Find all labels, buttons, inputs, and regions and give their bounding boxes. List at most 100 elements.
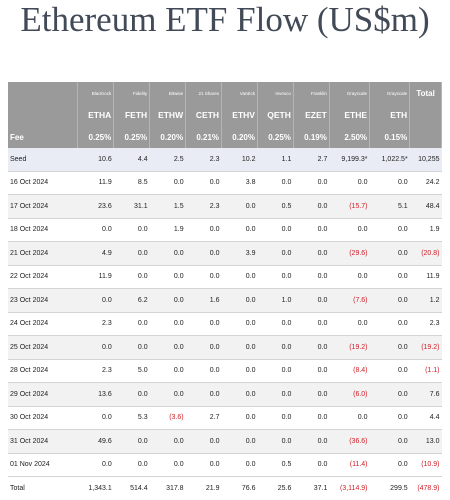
flow-cell: 0.0 — [293, 312, 329, 336]
ticker-symbol: ETH — [370, 104, 410, 126]
flow-cell: 0.0 — [293, 289, 329, 313]
issuer-name: 21 Shares — [186, 82, 222, 104]
flow-cell: 2.7 — [293, 148, 329, 171]
flow-cell: 1.6 — [186, 289, 222, 313]
flow-cell: 0.0 — [222, 195, 258, 219]
ticker-symbol: ETHA — [78, 104, 114, 126]
flow-cell: 10.6 — [78, 148, 114, 171]
fee-value: 0.21% — [186, 126, 222, 148]
row-total-cell: 24.2 — [410, 171, 442, 195]
flow-cell: (8.4) — [329, 359, 369, 383]
flow-cell: 0.0 — [257, 359, 293, 383]
flow-cell: 0.0 — [150, 359, 186, 383]
flow-cell: 0.0 — [150, 383, 186, 407]
row-total-cell: 11.9 — [410, 265, 442, 289]
flow-cell: 0.0 — [293, 265, 329, 289]
flow-cell: 4.9 — [78, 242, 114, 266]
flow-cell: 11.9 — [78, 171, 114, 195]
row-date-label: 01 Nov 2024 — [8, 453, 78, 477]
flow-cell: 0.0 — [370, 453, 410, 477]
flow-cell: 0.0 — [222, 383, 258, 407]
flow-cell: 0.0 — [329, 218, 369, 242]
flow-cell: 5.3 — [114, 406, 150, 430]
flow-cell: 1.1 — [257, 148, 293, 171]
flow-cell: 0.0 — [186, 336, 222, 360]
row-date-label: 22 Oct 2024 — [8, 265, 78, 289]
flow-cell: 23.6 — [78, 195, 114, 219]
row-total-cell: 13.0 — [410, 430, 442, 454]
flow-cell: 4.4 — [114, 148, 150, 171]
flow-cell: 0.0 — [370, 289, 410, 313]
flow-cell: 1.5 — [150, 195, 186, 219]
row-total-cell: 7.6 — [410, 383, 442, 407]
flow-cell: 0.0 — [186, 359, 222, 383]
row-total-cell: 1.2 — [410, 289, 442, 313]
flow-cell: 0.0 — [257, 265, 293, 289]
ticker-symbol: QETH — [257, 104, 293, 126]
flow-cell: 31.1 — [114, 195, 150, 219]
flow-cell: 0.5 — [257, 195, 293, 219]
flow-cell: 0.0 — [257, 312, 293, 336]
flow-cell: 0.0 — [222, 453, 258, 477]
flow-cell: 0.0 — [293, 218, 329, 242]
row-date-label: 16 Oct 2024 — [8, 171, 78, 195]
flow-cell: 0.0 — [114, 242, 150, 266]
flow-cell: 0.0 — [78, 218, 114, 242]
flow-cell: 0.0 — [222, 430, 258, 454]
flow-cell: 8.5 — [114, 171, 150, 195]
row-date-label: 30 Oct 2024 — [8, 406, 78, 430]
flow-cell: 0.0 — [150, 171, 186, 195]
flow-cell: 0.0 — [257, 242, 293, 266]
row-total-cell: 48.4 — [410, 195, 442, 219]
flow-cell: 2.3 — [186, 148, 222, 171]
flow-cell: 0.0 — [329, 312, 369, 336]
issuer-header-row: Blackrock Fidelity Bitwise 21 Shares Van… — [8, 82, 442, 104]
ticker-corner — [8, 104, 78, 126]
row-date-label: Total — [8, 477, 78, 500]
ticker-symbol: ETHW — [150, 104, 186, 126]
flow-cell: 0.0 — [114, 430, 150, 454]
flow-cell: 0.0 — [222, 312, 258, 336]
flow-cell: (19.2) — [329, 336, 369, 360]
ticker-total-spacer — [410, 104, 442, 126]
flow-cell: 0.0 — [293, 336, 329, 360]
flow-cell: 1.9 — [150, 218, 186, 242]
flow-cell: 5.0 — [114, 359, 150, 383]
row-total-cell: 1.9 — [410, 218, 442, 242]
flow-cell: 0.0 — [370, 242, 410, 266]
flow-cell: 0.0 — [370, 430, 410, 454]
flow-cell: 317.8 — [150, 477, 186, 500]
flow-cell: 0.5 — [257, 453, 293, 477]
fee-value: 0.25% — [114, 126, 150, 148]
flow-cell: 0.0 — [78, 453, 114, 477]
fee-value: 0.25% — [78, 126, 114, 148]
flow-cell: 1.0 — [257, 289, 293, 313]
flow-cell: 0.0 — [78, 289, 114, 313]
flow-cell: 0.0 — [370, 359, 410, 383]
flow-cell: 0.0 — [150, 453, 186, 477]
flow-cell: 2.3 — [78, 359, 114, 383]
flow-cell: 10.2 — [222, 148, 258, 171]
flow-cell: (29.6) — [329, 242, 369, 266]
fee-value: 0.25% — [257, 126, 293, 148]
issuer-name: Franklin — [293, 82, 329, 104]
issuer-name: Invesco — [257, 82, 293, 104]
row-date-label: 17 Oct 2024 — [8, 195, 78, 219]
flow-cell: 0.0 — [150, 336, 186, 360]
flow-cell: 0.0 — [150, 430, 186, 454]
flow-cell: 3.8 — [222, 171, 258, 195]
flow-cell: 0.0 — [370, 312, 410, 336]
row-total-cell: (10.9) — [410, 453, 442, 477]
row-date-label: 18 Oct 2024 — [8, 218, 78, 242]
flow-cell: (3,114.9) — [329, 477, 369, 500]
flow-cell: 0.0 — [78, 406, 114, 430]
row-date-label: Seed — [8, 148, 78, 171]
row-date-label: 28 Oct 2024 — [8, 359, 78, 383]
flow-cell: 0.0 — [293, 242, 329, 266]
